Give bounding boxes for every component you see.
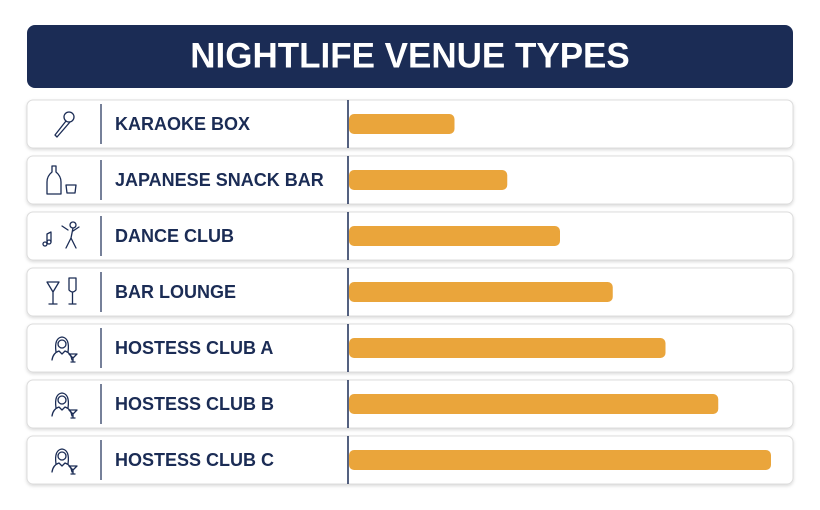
bar (349, 282, 613, 302)
category-label: BAR LOUNGE (115, 282, 236, 302)
icons (42, 111, 80, 475)
category-label: JAPANESE SNACK BAR (115, 170, 324, 190)
bar (349, 338, 666, 358)
category-label: HOSTESS CLUB C (115, 450, 274, 470)
category-label: DANCE CLUB (115, 226, 234, 246)
bar (349, 170, 508, 190)
bar (349, 226, 560, 246)
bar (349, 114, 455, 134)
rows: KARAOKE BOX JAPANESE SNACK BAR DANCE CLUB B… (26, 99, 794, 485)
category-label: KARAOKE BOX (115, 114, 250, 134)
bar (349, 450, 771, 470)
category-label: HOSTESS CLUB A (115, 338, 273, 358)
category-label: HOSTESS CLUB B (115, 394, 274, 414)
title-bar (27, 25, 793, 88)
bar (349, 394, 719, 414)
chart-title: NIGHTLIFE VENUE TYPES (190, 36, 630, 75)
